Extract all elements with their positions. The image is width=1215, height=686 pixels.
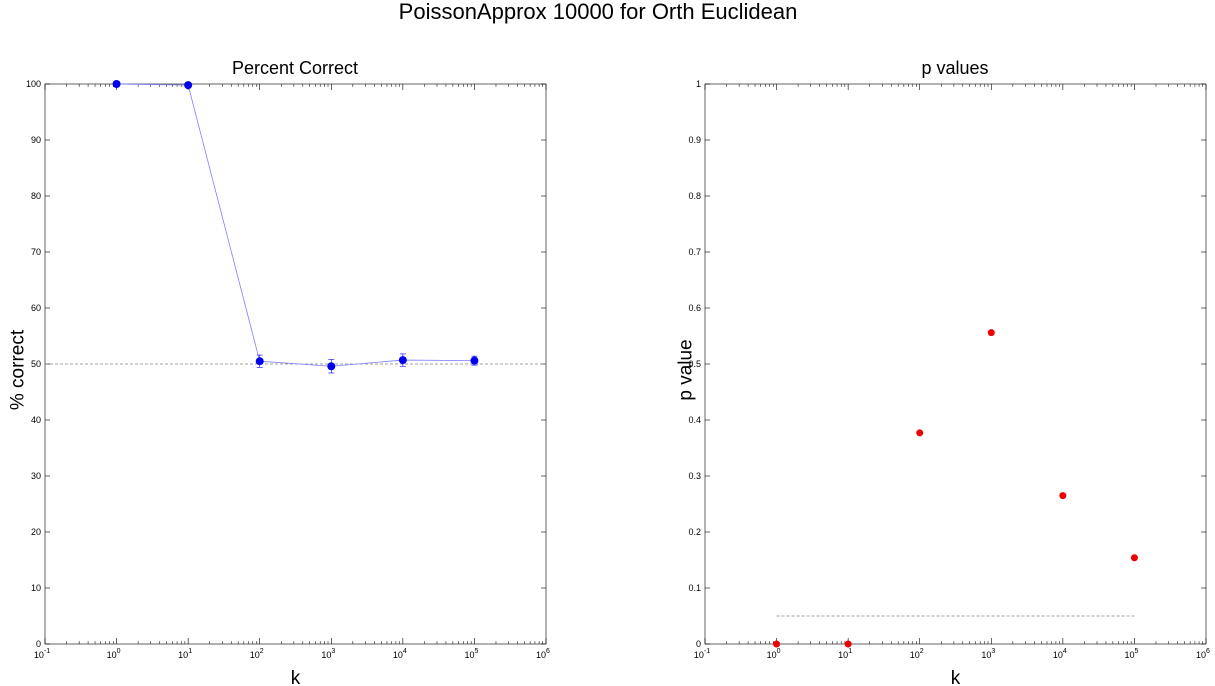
pv-y-axis-label: p value	[676, 339, 697, 400]
pc-y-axis-label: % correct	[8, 329, 29, 410]
pv-data-point	[987, 329, 995, 337]
pc-x-tick-label: 103	[321, 648, 335, 660]
pc-y-tick-label: 90	[31, 135, 41, 145]
pv-x-tick-exponent: 5	[1134, 648, 1138, 655]
pv-x-tick-label: 101	[838, 648, 852, 660]
pv-data-point	[844, 640, 852, 648]
pv-y-tick-label: 0.1	[688, 583, 701, 593]
pc-x-tick-exponent: 6	[546, 648, 550, 655]
pv-title: p values	[921, 58, 988, 78]
pv-y-tick-label: 0.8	[688, 191, 701, 201]
pv-y-tick-label: 0.4	[688, 415, 701, 425]
pv-x-tick-base: 10	[1124, 650, 1134, 660]
pv-x-tick-label: 103	[981, 648, 995, 660]
pc-data-point	[327, 362, 336, 371]
pv-y-tick-label: 0.9	[688, 135, 701, 145]
pv-x-tick-label: 106	[1196, 648, 1210, 660]
pc-data-point	[184, 81, 193, 90]
pc-title: Percent Correct	[232, 58, 358, 78]
pc-x-axis-label: k	[291, 668, 301, 686]
pv-x-tick-base: 10	[1196, 650, 1206, 660]
pc-y-tick-label: 80	[31, 191, 41, 201]
pc-x-tick-exponent: 2	[260, 648, 264, 655]
pc-x-tick-label: 104	[393, 648, 407, 660]
pc-x-tick-base: 10	[321, 650, 331, 660]
pv-x-tick-base: 10	[910, 650, 920, 660]
pv-x-tick-label: 10-1	[694, 648, 710, 660]
pc-y-tick-label: 30	[31, 471, 41, 481]
pc-series-line	[116, 83, 475, 367]
pv-x-tick-label: 105	[1124, 648, 1138, 660]
pc-x-tick-label: 100	[107, 648, 121, 660]
pv-x-tick-label: 102	[910, 648, 924, 660]
pc-y-tick-label: 0	[36, 639, 41, 649]
pc-x-tick-label: 101	[178, 648, 192, 660]
p-values-chart: p values k p value 0 0.1 0.2 0.3 0.4 0.5 0.6 0.7 0.…	[676, 58, 1211, 686]
pc-x-tick-base: 10	[107, 650, 117, 660]
pc-x-tick-label: 106	[536, 648, 550, 660]
pv-x-tick-base: 10	[838, 650, 848, 660]
pc-x-tick-exponent: 0	[117, 648, 121, 655]
pc-y-tick-label: 20	[31, 527, 41, 537]
pc-x-tick-base: 10	[178, 650, 188, 660]
pc-x-tick-base: 10	[250, 650, 260, 660]
pv-data-point	[1130, 554, 1138, 562]
pv-x-tick-exponent: 3	[991, 648, 995, 655]
pv-x-tick-label: 100	[767, 648, 781, 660]
pc-x-tick-label: 102	[250, 648, 264, 660]
pv-x-tick-base: 10	[981, 650, 991, 660]
pv-y-tick-label: 0.2	[688, 527, 701, 537]
pv-data-point	[916, 429, 924, 437]
pc-x-tick-exponent: 5	[474, 648, 478, 655]
pv-x-tick-exponent: 2	[920, 648, 924, 655]
pc-x-tick-label: 10-1	[34, 648, 50, 660]
pc-y-tick-label: 10	[31, 583, 41, 593]
pv-x-tick-exponent: -1	[704, 648, 710, 655]
pc-x-tick-exponent: 3	[331, 648, 335, 655]
pv-x-tick-exponent: 0	[777, 648, 781, 655]
pc-x-tick-exponent: -1	[44, 648, 50, 655]
pc-y-tick-label: 70	[31, 247, 41, 257]
pc-y-tick-label: 100	[26, 79, 41, 89]
pv-x-tick-exponent: 1	[848, 648, 852, 655]
pc-x-tick-exponent: 1	[188, 648, 192, 655]
pv-x-tick-base: 10	[767, 650, 777, 660]
pc-data-point	[255, 357, 264, 366]
pc-x-tick-base: 10	[34, 650, 44, 660]
pv-y-tick-label: 1	[696, 79, 701, 89]
pv-y-tick-label: 0.7	[688, 247, 701, 257]
pc-x-tick-base: 10	[393, 650, 403, 660]
pc-y-tick-label: 50	[31, 359, 41, 369]
pc-data-point	[398, 356, 407, 365]
pc-x-tick-exponent: 4	[403, 648, 407, 655]
pv-x-tick-exponent: 6	[1206, 648, 1210, 655]
pv-x-tick-label: 104	[1053, 648, 1067, 660]
pc-data-point	[470, 356, 479, 365]
figure-suptitle: PoissonApprox 10000 for Orth Euclidean	[399, 0, 798, 24]
pv-data-point	[1059, 492, 1067, 500]
pv-y-tick-label: 0	[696, 639, 701, 649]
pc-y-tick-label: 40	[31, 415, 41, 425]
pc-x-tick-base: 10	[464, 650, 474, 660]
pc-x-tick-label: 105	[464, 648, 478, 660]
pc-x-tick-base: 10	[536, 650, 546, 660]
pv-data-point	[773, 640, 781, 648]
pv-x-tick-base: 10	[1053, 650, 1063, 660]
pv-x-axis-label: k	[951, 668, 961, 686]
pv-x-tick-exponent: 4	[1063, 648, 1067, 655]
pv-y-tick-label: 0.5	[688, 359, 701, 369]
pv-y-tick-label: 0.3	[688, 471, 701, 481]
pv-y-tick-label: 0.6	[688, 303, 701, 313]
pc-y-tick-label: 60	[31, 303, 41, 313]
pc-data-point	[112, 80, 121, 88]
pv-x-tick-base: 10	[694, 650, 704, 660]
